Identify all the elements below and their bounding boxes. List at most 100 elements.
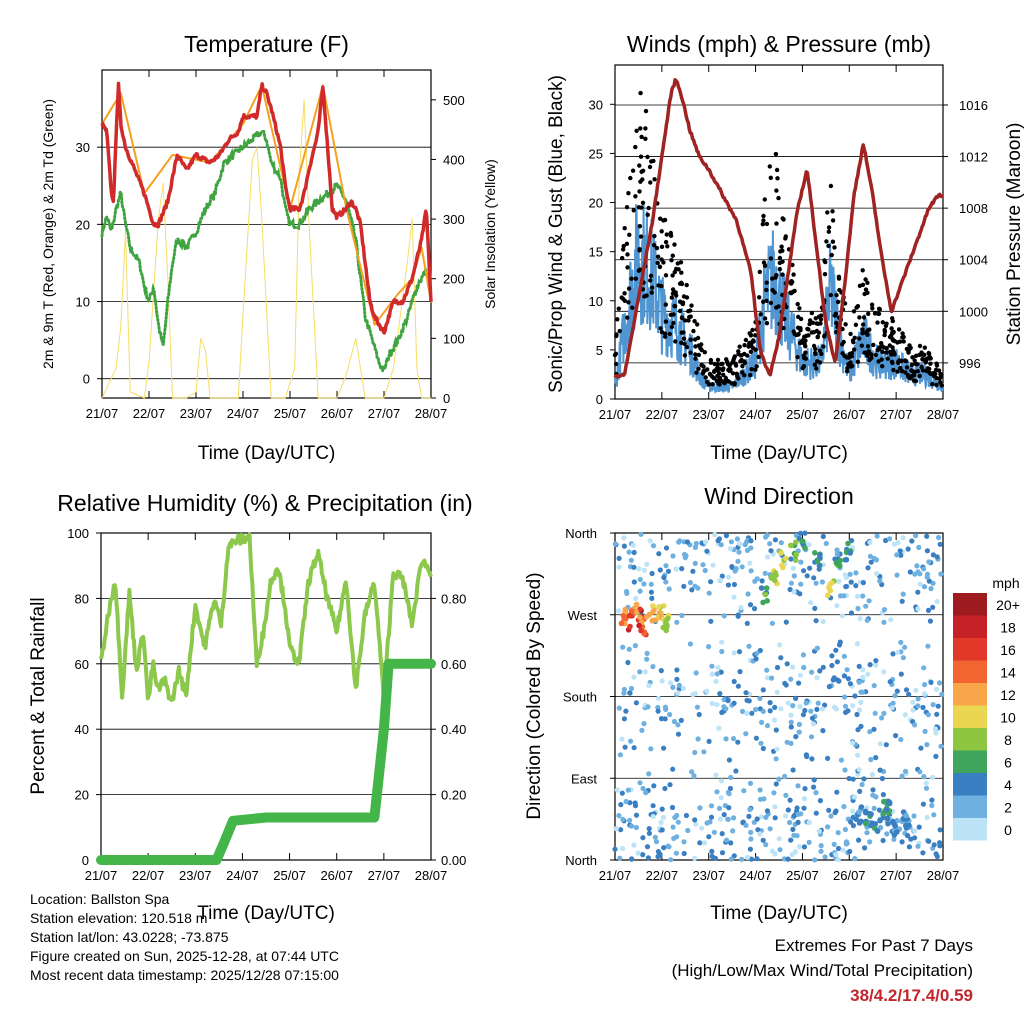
direction-point — [757, 695, 763, 702]
direction-point — [649, 570, 655, 577]
gust-point — [715, 357, 721, 363]
direction-point — [814, 558, 821, 564]
direction-point — [760, 745, 767, 752]
gust-point — [840, 326, 845, 332]
gust-point — [689, 303, 694, 308]
direction-point — [758, 814, 765, 820]
gust-point — [750, 327, 755, 333]
direction-point — [887, 679, 893, 685]
gust-point — [773, 151, 779, 157]
winds-y2tick-label: 1004 — [959, 253, 988, 268]
gust-point — [764, 280, 769, 285]
direction-point — [808, 600, 814, 606]
gust-point — [671, 320, 676, 326]
direction-point — [801, 805, 807, 811]
direction-point — [917, 571, 923, 577]
direction-point — [798, 581, 804, 587]
direction-point — [917, 769, 923, 775]
gust-point — [638, 179, 643, 184]
direction-point — [762, 570, 768, 576]
direction-point — [677, 538, 683, 544]
direction-point — [832, 809, 838, 816]
gust-point — [900, 331, 905, 336]
direction-point — [899, 839, 905, 845]
gust-point — [658, 326, 663, 331]
direction-point — [748, 856, 755, 862]
direction-point — [708, 579, 714, 585]
direction-point — [857, 616, 863, 622]
direction-point — [769, 675, 775, 681]
direction-point — [689, 769, 695, 775]
gust-point — [659, 329, 665, 335]
gust-point — [851, 309, 857, 314]
direction-point — [658, 668, 664, 674]
direction-point — [612, 541, 619, 547]
gust-point — [683, 318, 688, 323]
temperature-ylabel-left: 2m & 9m T (Red, Orange) & 2m Td (Green) — [40, 99, 56, 369]
direction-point — [729, 564, 735, 570]
direction-point — [806, 819, 813, 826]
direction-point — [767, 708, 773, 714]
direction-point — [834, 603, 840, 609]
direction-point — [702, 539, 709, 545]
direction-point — [709, 848, 715, 855]
direction-point — [877, 767, 883, 773]
gust-point — [846, 354, 852, 360]
gust-point — [840, 342, 845, 347]
gust-point — [919, 350, 924, 355]
gust-point — [836, 276, 842, 281]
direction-point — [754, 650, 760, 656]
direction-ytick-label: North — [565, 853, 597, 868]
gust-point — [774, 167, 780, 173]
direction-point — [867, 729, 873, 735]
direction-point — [621, 535, 627, 541]
direction-point — [675, 731, 682, 737]
direction-point — [725, 789, 731, 795]
direction-point — [731, 678, 737, 685]
direction-point — [735, 683, 742, 689]
direction-point — [848, 579, 854, 585]
direction-point — [921, 665, 927, 671]
direction-point — [913, 687, 919, 693]
gust-point — [625, 315, 630, 320]
direction-point — [663, 545, 670, 551]
direction-point — [728, 840, 734, 846]
direction-point — [675, 690, 681, 696]
direction-point — [747, 602, 754, 608]
direction-point — [633, 601, 640, 608]
direction-point — [937, 541, 943, 547]
direction-point — [713, 678, 719, 684]
gust-point — [814, 366, 819, 371]
gust-point — [707, 371, 713, 377]
gust-point — [699, 347, 704, 353]
direction-point — [714, 789, 720, 795]
direction-point — [783, 619, 789, 625]
humidity-ytick-label: 80 — [75, 591, 89, 606]
direction-point — [657, 851, 663, 857]
gust-point — [917, 373, 922, 379]
direction-point — [925, 643, 931, 649]
direction-point — [662, 704, 669, 710]
humidity-xtick-label: 28/07 — [415, 868, 448, 883]
direction-point — [790, 826, 796, 833]
direction-point — [841, 653, 848, 659]
direction-point — [783, 555, 789, 562]
colorbar-swatch — [953, 795, 987, 818]
direction-point — [623, 588, 630, 595]
colorbar-swatch — [953, 638, 987, 661]
direction-point — [880, 792, 887, 798]
direction-point — [769, 620, 776, 626]
gust-point — [739, 357, 744, 363]
direction-point — [819, 579, 826, 585]
direction-point — [760, 599, 766, 606]
direction-point — [855, 605, 861, 612]
gust-point — [930, 381, 935, 387]
gust-point — [914, 362, 920, 367]
direction-point — [881, 710, 887, 716]
direction-point — [767, 826, 773, 832]
direction-point — [692, 855, 698, 861]
temperature-ytick-label: 0 — [83, 372, 90, 387]
gust-point — [862, 350, 867, 355]
direction-point — [620, 845, 626, 852]
direction-point — [870, 787, 876, 793]
